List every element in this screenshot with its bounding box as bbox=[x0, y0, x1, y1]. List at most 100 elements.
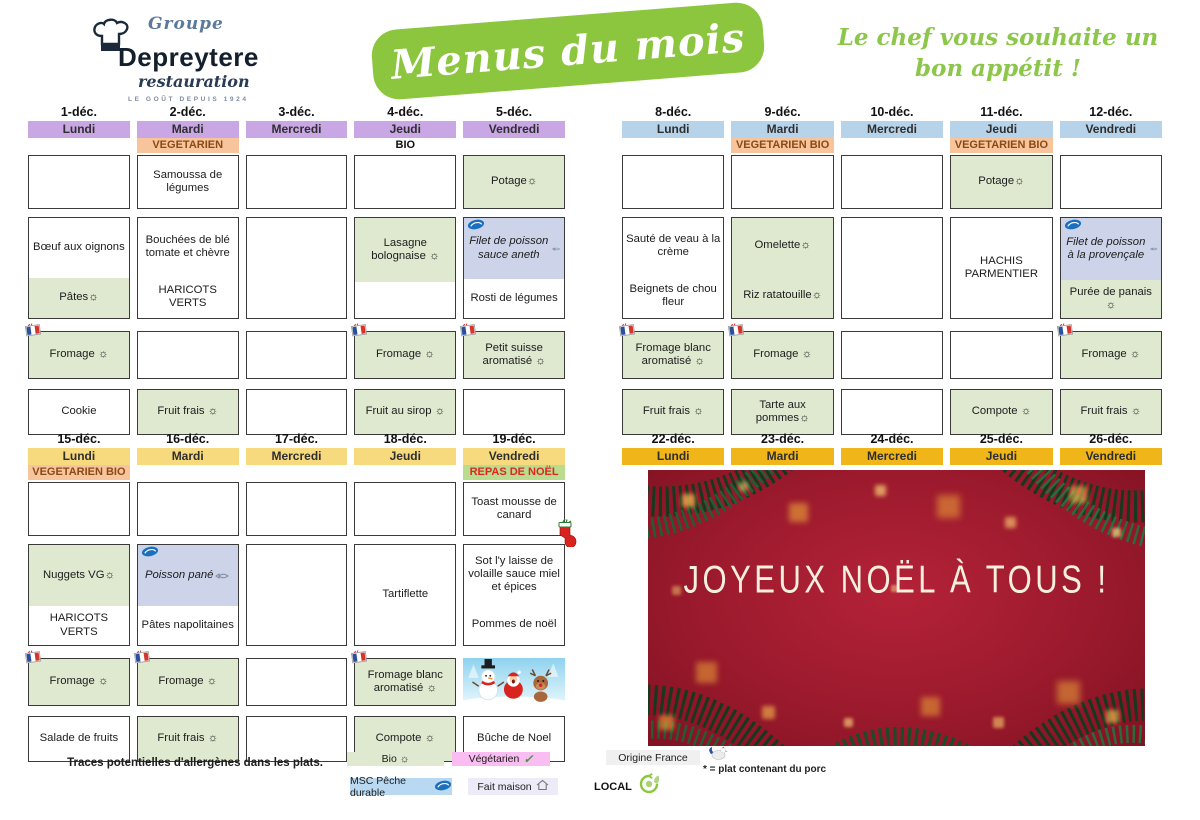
menu-cell: HACHIS PARMENTIER bbox=[950, 217, 1053, 319]
day-band: Mardi bbox=[136, 448, 239, 465]
day-sub-band bbox=[463, 138, 565, 153]
menu-cell bbox=[245, 658, 348, 706]
menu-item-text: Pommes de noël bbox=[471, 618, 557, 631]
menu-item-text: Bûche de Noel bbox=[477, 732, 552, 745]
menu-item-text: Lasagne bolognaise ☼ bbox=[371, 236, 440, 262]
week-block-dec-1-5: 1-déc. 2-déc. 3-déc. 4-déc. 5-déc. Lundi Mardi… bbox=[24, 105, 565, 435]
week-block-dec-22-26: 22-déc. 23-déc. 24-déc. 25-déc. 26-déc. Lundi… bbox=[622, 432, 1162, 465]
day-band: Lundi bbox=[28, 448, 130, 465]
menu-item-text: Bouchées de blé tomate et chèvre bbox=[145, 233, 230, 259]
menu-item-text: Compote ☼ bbox=[375, 732, 435, 745]
day-band: Lundi bbox=[622, 448, 725, 465]
chef-hat-icon bbox=[88, 18, 136, 65]
menu-item-text: Sauté de veau à la crème bbox=[626, 232, 721, 259]
logo: Groupe Depreytere restauration LE GOÛT D… bbox=[88, 14, 328, 106]
date-label: 17-déc. bbox=[274, 432, 319, 446]
menu-item-text: Tartiflette bbox=[382, 588, 429, 601]
france-flag-icon bbox=[351, 323, 368, 337]
page-title: Menus du mois bbox=[389, 13, 747, 89]
legend-fait-maison-label: Fait maison bbox=[477, 780, 532, 793]
day-band: Jeudi bbox=[950, 121, 1053, 138]
date-label: 22-déc. bbox=[651, 432, 695, 446]
menu-cell: Sauté de veau à la crème Beignets de chou… bbox=[622, 217, 725, 319]
france-flag-icon bbox=[1056, 323, 1073, 337]
week-block-dec-8-12: 8-déc. 9-déc. 10-déc. 11-déc. 12-déc. Lundi Ma… bbox=[618, 105, 1162, 435]
menu-cell bbox=[622, 155, 725, 209]
christmas-stocking-icon bbox=[552, 518, 578, 548]
menu-item-text: Bœuf aux oignons bbox=[33, 241, 125, 254]
menu-item-text: Omelette☼ bbox=[754, 239, 811, 252]
menu-cell bbox=[1059, 155, 1162, 209]
menu-item-text: Pâtes☼ bbox=[59, 291, 99, 304]
menu-item-text: Fruit frais ☼ bbox=[642, 405, 704, 418]
menu-cell bbox=[245, 331, 348, 379]
menu-cell: Filet de poisson à la provençale Purée de… bbox=[1059, 217, 1162, 319]
greeting-line-1: Le chef vous souhaite un bbox=[837, 24, 1159, 51]
date-label: 15-déc. bbox=[57, 432, 101, 446]
menu-cell: Sot l'y laisse de volaille sauce miel et… bbox=[463, 544, 565, 646]
france-flag-icon bbox=[618, 323, 636, 337]
menu-cell bbox=[245, 544, 348, 646]
day-sub-band: BIO bbox=[395, 139, 416, 151]
msc-fish-icon bbox=[467, 219, 485, 230]
date-label: 12-déc. bbox=[1089, 105, 1133, 119]
date-label: 25-déc. bbox=[979, 432, 1023, 446]
menu-cell: Toast mousse de canard bbox=[463, 482, 577, 548]
date-label: 23-déc. bbox=[761, 432, 805, 446]
legend-fait-maison: Fait maison bbox=[468, 778, 558, 795]
day-sub-band bbox=[1060, 138, 1162, 153]
chef-greeting: Le chef vous souhaite un bon appétit ! bbox=[826, 22, 1170, 84]
menu-item-text: Fromage ☼ bbox=[375, 348, 435, 361]
menu-cell: Nuggets VG☼ HARICOTS VERTS bbox=[28, 544, 130, 646]
day-sub-band bbox=[622, 138, 724, 153]
menu-cell bbox=[136, 482, 239, 536]
legend-vegetarien-label: Végétarien bbox=[468, 753, 520, 765]
day-band: Jeudi bbox=[354, 448, 457, 465]
legend-vegetarien: Végétarien ✓ bbox=[452, 752, 550, 766]
menu-item-text: Fromage ☼ bbox=[1081, 348, 1141, 361]
menu-cell bbox=[245, 217, 348, 319]
day-sub-band: VEGETARIEN BIO bbox=[950, 138, 1053, 153]
day-sub-band: REPAS DE NOËL bbox=[463, 465, 565, 480]
menu-item-text: Toast mousse de canard bbox=[471, 495, 557, 521]
date-label: 26-déc. bbox=[1089, 432, 1133, 446]
msc-fish-icon bbox=[1064, 219, 1082, 230]
menu-cell bbox=[463, 389, 565, 435]
date-label: 1-déc. bbox=[60, 105, 97, 119]
menu-item-text: Potage☼ bbox=[978, 175, 1025, 188]
menu-item-text: Filet de poisson sauce aneth bbox=[469, 235, 549, 261]
menu-cell bbox=[840, 217, 944, 319]
menu-item-text: Cookie bbox=[61, 405, 97, 418]
menu-cell bbox=[245, 155, 348, 209]
menu-cell: Fruit frais ☼ bbox=[136, 716, 239, 762]
menu-item-text: HARICOTS VERTS bbox=[49, 612, 109, 638]
date-label: 10-déc. bbox=[870, 105, 914, 119]
menu-cell: Petit suisse aromatisé ☼ bbox=[460, 323, 565, 379]
menu-cell: Fromage blanc aromatisé ☼ bbox=[351, 650, 457, 706]
menu-cell: Bœuf aux oignons Pâtes☼ bbox=[28, 217, 130, 319]
menu-item-text: Pâtes napolitaines bbox=[141, 618, 234, 631]
menu-item-text: HARICOTS VERTS bbox=[158, 283, 217, 309]
menu-item-text: Tarte aux pommes☼ bbox=[755, 398, 810, 424]
menu-cell: Fromage ☼ bbox=[1056, 323, 1162, 379]
title-banner: Menus du mois bbox=[369, 0, 767, 102]
logo-restauration-text: restauration bbox=[138, 72, 250, 91]
local-leaf-icon bbox=[636, 772, 662, 796]
christmas-banner-image: JOYEUX NOËL À TOUS ! bbox=[648, 470, 1145, 746]
logo-name-text: Depreytere bbox=[118, 42, 259, 72]
date-label: 3-déc. bbox=[278, 105, 315, 119]
menu-item-text: Riz ratatouille☼ bbox=[743, 289, 822, 302]
snowmen-santa-reindeer-image bbox=[463, 658, 565, 704]
menu-cell: Omelette☼ Riz ratatouille☼ bbox=[731, 217, 834, 319]
menu-item-text: Sot l'y laisse de volaille sauce miel et… bbox=[468, 554, 560, 594]
date-label: 9-déc. bbox=[764, 105, 801, 119]
logo-tagline: LE GOÛT DEPUIS 1924 bbox=[128, 96, 249, 103]
menu-item-text: Filet de poisson à la provençale bbox=[1066, 235, 1146, 262]
day-band: Mercredi bbox=[840, 121, 944, 138]
day-sub-band bbox=[137, 465, 239, 480]
legend-bio: Bio ☼ bbox=[347, 752, 444, 766]
msc-fish-icon bbox=[141, 546, 159, 557]
menu-cell: Potage☼ bbox=[463, 155, 565, 209]
menu-item-text: Poisson pané bbox=[144, 568, 214, 581]
